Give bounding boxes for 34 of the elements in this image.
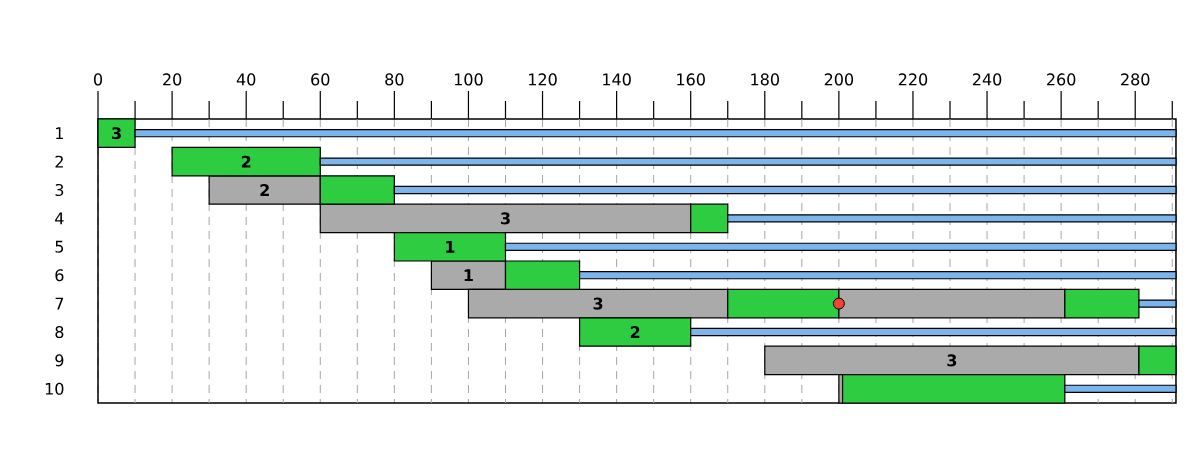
annotation: 3: [593, 297, 603, 310]
x-tick-label: 80: [385, 73, 404, 86]
x-tick-label: 240: [972, 73, 1002, 86]
y-tick-label: 6: [55, 269, 64, 282]
x-tick-label: 200: [824, 73, 854, 86]
x-tick-label: 220: [898, 73, 928, 86]
y-tick-label: 3: [55, 183, 64, 197]
x-tick-label: 40: [236, 73, 256, 86]
y-tick-label: 7: [55, 297, 64, 310]
x-tick-label: 60: [311, 73, 330, 86]
annotation: 1: [464, 269, 473, 282]
annotation: 3: [947, 354, 957, 367]
x-tick-label: 120: [529, 73, 557, 86]
annotation: 1: [446, 240, 455, 253]
x-tick-label: 20: [163, 73, 182, 86]
y-tick-label: 1: [56, 127, 64, 140]
y-tick-label: 10: [45, 382, 64, 395]
y-tick-label: 8: [55, 325, 64, 339]
x-tick-label: 280: [1121, 73, 1150, 86]
y-tick-label: 2: [55, 155, 63, 168]
x-tick-label: 140: [603, 73, 631, 86]
x-tick-label: 260: [1047, 73, 1076, 86]
annotation: 2: [241, 155, 251, 168]
x-tick-label: 100: [454, 73, 483, 86]
annotation: 3: [500, 212, 510, 225]
annotation: 2: [630, 326, 640, 338]
annotation: 2: [260, 184, 269, 196]
y-tick-label: 9: [55, 354, 64, 367]
x-tick-label: 160: [677, 73, 705, 86]
y-tick-label: 4: [55, 212, 64, 225]
x-tick-label: 180: [751, 73, 779, 86]
y-tick-label: 5: [55, 240, 64, 253]
x-tick-label: 0: [93, 73, 103, 86]
annotation: 3: [112, 127, 121, 140]
